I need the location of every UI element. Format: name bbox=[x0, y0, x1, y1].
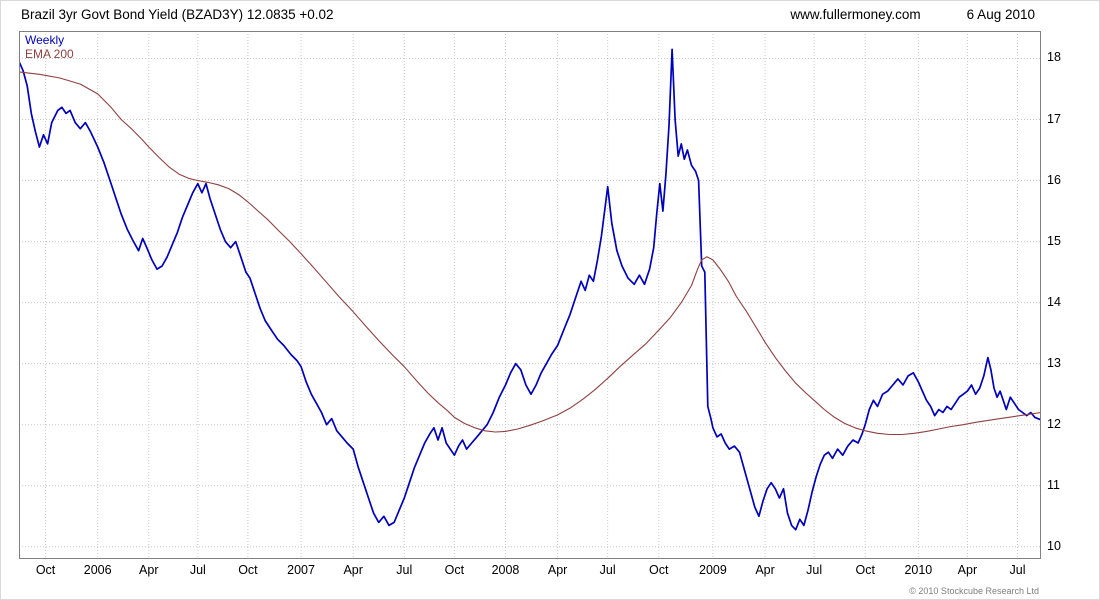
chart-canvas bbox=[19, 31, 1041, 559]
y-tick-label: 12 bbox=[1047, 416, 1061, 431]
chart-legend: Weekly EMA 200 bbox=[25, 33, 74, 61]
y-tick-label: 16 bbox=[1047, 172, 1061, 187]
x-tick-label: Jul bbox=[806, 563, 823, 577]
y-tick-label: 11 bbox=[1047, 477, 1060, 492]
y-tick-label: 14 bbox=[1047, 294, 1061, 309]
x-tick-label: 2010 bbox=[904, 563, 933, 577]
y-tick-label: 17 bbox=[1047, 111, 1061, 126]
x-tick-label: Jul bbox=[189, 563, 206, 577]
x-tick-label: Oct bbox=[35, 563, 56, 577]
x-tick-label: Jul bbox=[1009, 563, 1026, 577]
x-tick-label: Apr bbox=[755, 563, 775, 577]
plot-border bbox=[19, 31, 1041, 559]
header-right: www.fullermoney.com 6 Aug 2010 bbox=[790, 7, 1035, 22]
date-label: 6 Aug 2010 bbox=[966, 7, 1035, 22]
y-tick-label: 10 bbox=[1047, 538, 1061, 553]
x-tick-label: Apr bbox=[957, 563, 978, 577]
x-tick-label: 2008 bbox=[491, 563, 520, 577]
x-tick-label: Apr bbox=[547, 563, 568, 577]
x-tick-label: 2006 bbox=[83, 563, 112, 577]
series-line-ema-200 bbox=[19, 71, 1041, 436]
x-tick-label: Oct bbox=[238, 563, 258, 577]
x-tick-label: Jul bbox=[599, 563, 616, 577]
x-tick-label: Oct bbox=[855, 563, 875, 577]
x-tick-label: 2007 bbox=[287, 563, 315, 577]
legend-ema-label: EMA 200 bbox=[25, 47, 74, 61]
series-line-weekly bbox=[19, 48, 1041, 531]
legend-weekly-label: Weekly bbox=[25, 33, 65, 47]
x-tick-label: Jul bbox=[396, 563, 413, 577]
x-tick-label: Apr bbox=[139, 563, 159, 577]
x-tick-label: Oct bbox=[649, 563, 669, 577]
y-tick-label: 18 bbox=[1047, 50, 1061, 65]
copyright-label: © 2010 Stockcube Research Ltd bbox=[909, 586, 1039, 596]
x-tick-label: 2009 bbox=[699, 563, 727, 577]
website-label: www.fullermoney.com bbox=[790, 7, 921, 22]
chart-title: Brazil 3yr Govt Bond Yield (BZAD3Y) 12.0… bbox=[21, 7, 334, 22]
x-tick-label: Apr bbox=[343, 563, 363, 577]
y-tick-label: 13 bbox=[1047, 355, 1061, 370]
x-tick-label: Oct bbox=[444, 563, 465, 577]
plot-area bbox=[19, 31, 1041, 559]
y-tick-label: 15 bbox=[1047, 233, 1061, 248]
